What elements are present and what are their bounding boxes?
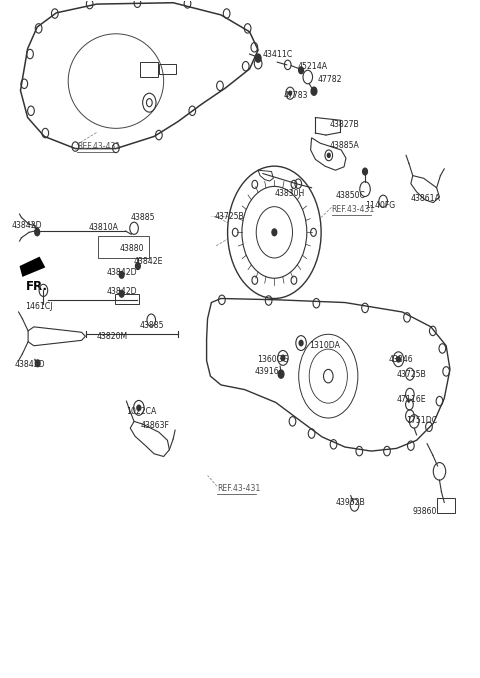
Circle shape (135, 262, 140, 269)
Circle shape (272, 229, 277, 236)
Text: 43810A: 43810A (88, 223, 118, 232)
Text: 43885: 43885 (140, 321, 164, 330)
Text: 45214A: 45214A (297, 62, 327, 71)
Text: 47116E: 47116E (396, 395, 426, 404)
Circle shape (119, 271, 124, 278)
Bar (140, 62, 158, 77)
Text: 43842D: 43842D (107, 287, 137, 296)
Circle shape (35, 229, 39, 236)
Circle shape (119, 290, 124, 297)
Text: 43725B: 43725B (396, 370, 426, 378)
Circle shape (396, 357, 400, 362)
Circle shape (299, 340, 303, 346)
Bar (115, 294, 139, 304)
Text: 1461CJ: 1461CJ (25, 302, 53, 311)
Bar (98, 237, 149, 258)
Text: 43846: 43846 (389, 355, 413, 364)
Bar (159, 64, 176, 75)
Circle shape (137, 405, 141, 411)
Text: 43725B: 43725B (214, 212, 244, 220)
Bar (437, 498, 455, 513)
Text: 43842E: 43842E (134, 257, 164, 266)
Text: 43885: 43885 (130, 213, 155, 222)
Text: 43842D: 43842D (107, 268, 137, 277)
Text: 1751DC: 1751DC (406, 416, 437, 424)
Text: 1140FG: 1140FG (365, 201, 395, 210)
Circle shape (255, 54, 261, 62)
Text: 1022CA: 1022CA (126, 407, 156, 416)
Circle shape (278, 370, 284, 378)
Text: 47783: 47783 (284, 92, 309, 100)
Text: 1310DA: 1310DA (309, 341, 340, 351)
Text: 43885A: 43885A (330, 142, 360, 151)
Circle shape (311, 87, 317, 95)
Text: 43827B: 43827B (330, 120, 360, 129)
Text: 1360GG: 1360GG (257, 355, 288, 364)
Circle shape (299, 67, 303, 74)
Text: 43952B: 43952B (336, 498, 365, 507)
Circle shape (363, 168, 367, 175)
Text: 43411C: 43411C (263, 50, 293, 59)
Text: 43830H: 43830H (275, 188, 305, 198)
Circle shape (35, 360, 40, 367)
Text: REF.43-431: REF.43-431 (77, 142, 120, 151)
Text: 43820M: 43820M (97, 332, 128, 342)
Text: 47782: 47782 (317, 75, 342, 84)
Text: FR.: FR. (26, 280, 48, 293)
Text: 93860: 93860 (413, 506, 437, 516)
Text: 43863F: 43863F (141, 421, 169, 430)
Text: REF.43-431: REF.43-431 (217, 484, 261, 494)
Text: 43842D: 43842D (15, 360, 46, 369)
Circle shape (35, 228, 39, 234)
Text: REF.43-431: REF.43-431 (332, 205, 375, 214)
Circle shape (288, 92, 291, 95)
Text: 43861A: 43861A (411, 194, 441, 203)
Circle shape (281, 355, 285, 361)
Text: 43842D: 43842D (12, 221, 43, 230)
Text: 43916: 43916 (254, 367, 279, 376)
Circle shape (327, 153, 330, 157)
Text: 43850C: 43850C (336, 191, 365, 200)
Text: 43880: 43880 (120, 244, 144, 253)
Polygon shape (20, 256, 45, 277)
